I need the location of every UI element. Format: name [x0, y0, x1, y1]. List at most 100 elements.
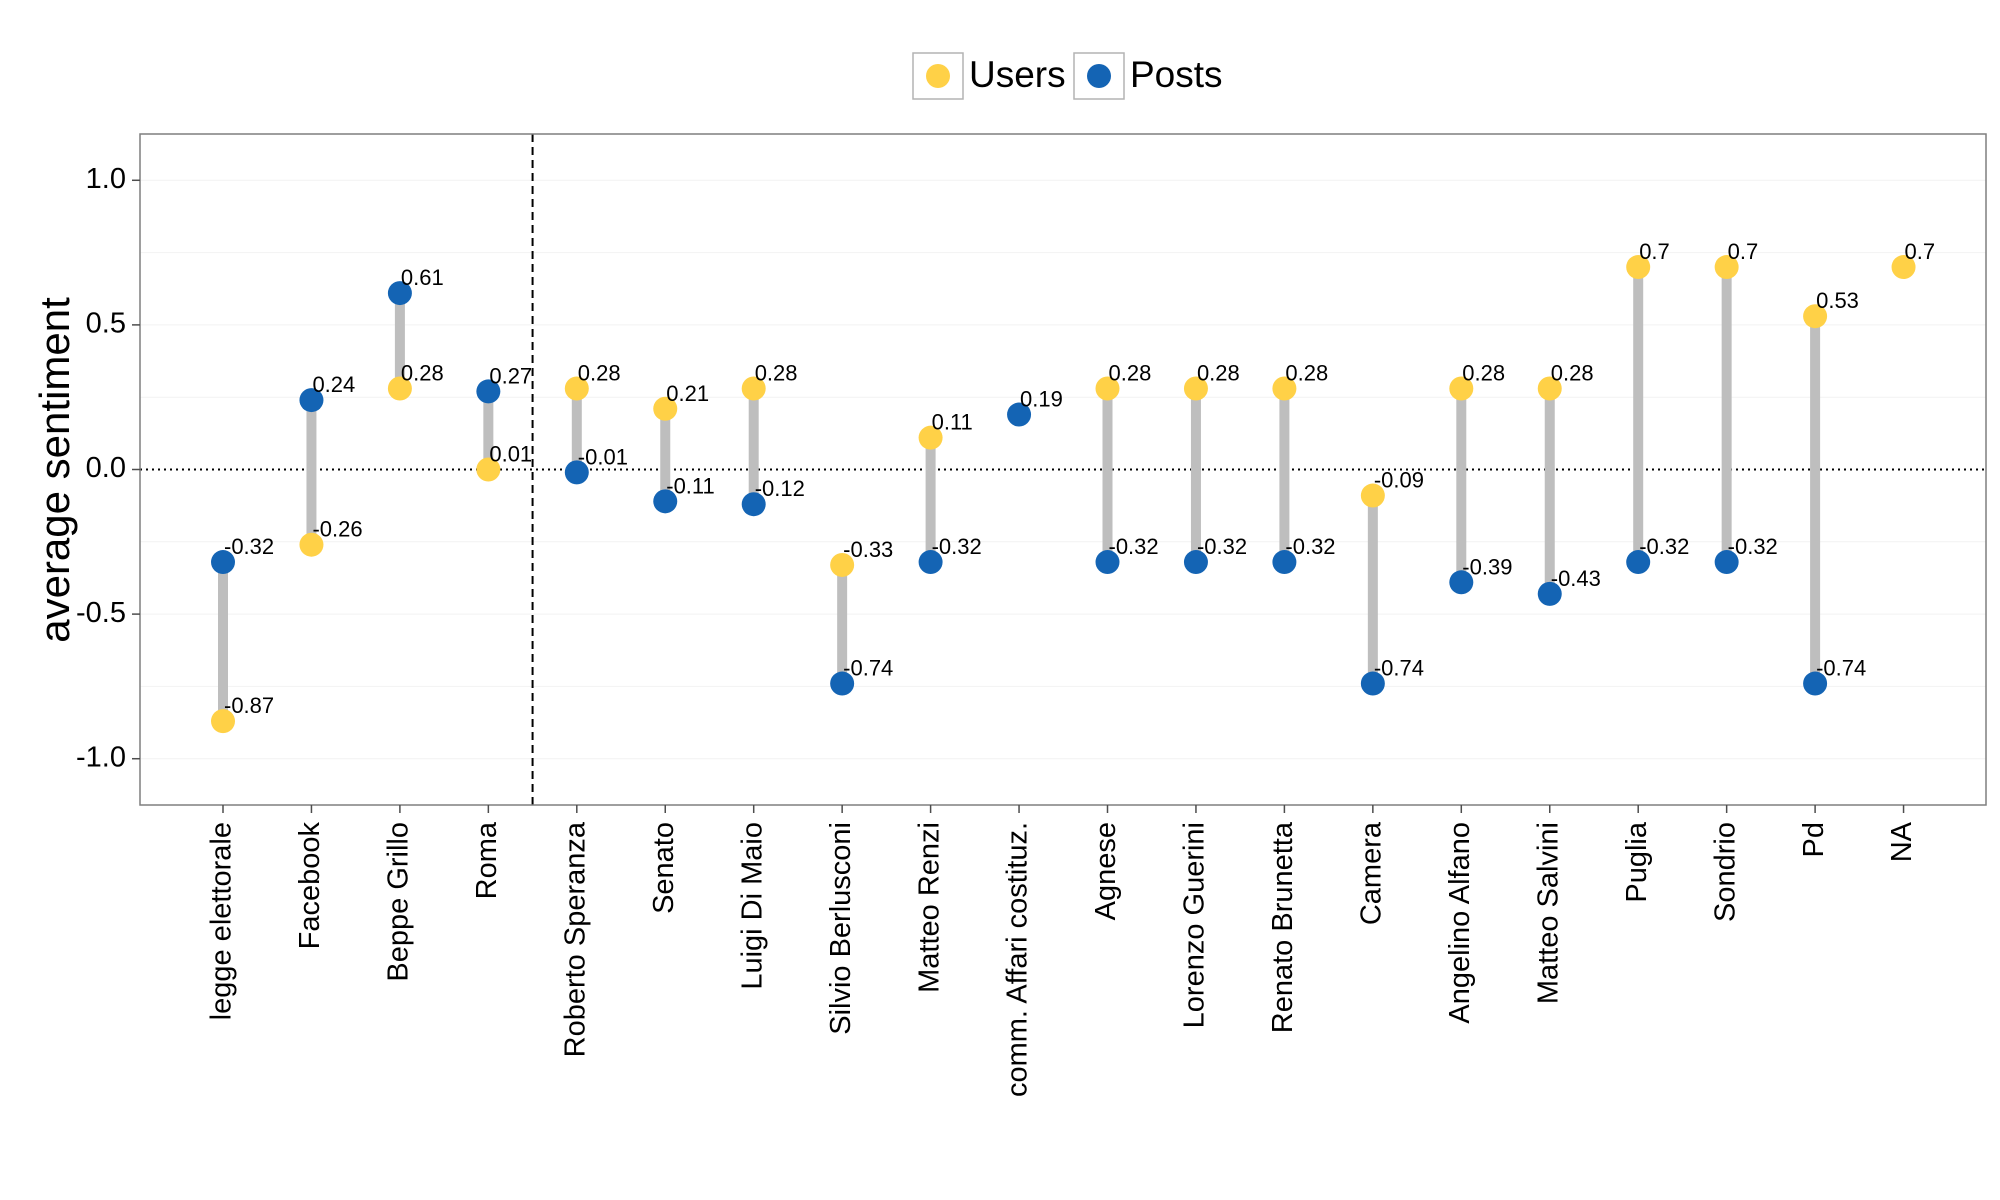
users-value-label: 0.7 — [1905, 239, 1936, 264]
users-point — [1891, 255, 1916, 280]
posts-value-label: -0.32 — [1109, 534, 1159, 559]
legend: Users Posts — [912, 52, 1223, 100]
x-tick-label: Senato — [648, 822, 680, 914]
y-tick-label: 0.5 — [86, 308, 126, 340]
users-point — [299, 532, 324, 557]
x-tick-label: Sondrio — [1709, 822, 1741, 922]
users-point — [564, 376, 589, 401]
users-point — [476, 457, 501, 482]
x-tick-label: Luigi Di Maio — [736, 822, 768, 990]
x-tick-label: Camera — [1356, 821, 1388, 925]
posts-point — [1183, 550, 1208, 575]
x-tick-label: Silvio Berlusconi — [825, 822, 857, 1035]
users-point — [1183, 376, 1208, 401]
x-tick-label: Puglia — [1621, 821, 1653, 902]
posts-point — [1537, 581, 1562, 606]
users-point — [1714, 255, 1739, 280]
posts-point — [1095, 550, 1120, 575]
data-labels: -0.87 -0.26 0.28 0.01 0.28 0.21 0.28 -0.33 0.11 0… — [224, 239, 1935, 718]
posts-value-label: -0.11 — [666, 473, 715, 498]
y-tick-label: -0.5 — [76, 597, 126, 629]
x-tick-label: Matteo Salvini — [1532, 822, 1564, 1004]
users-value-label: 0.28 — [401, 361, 444, 386]
users-value-label: 0.01 — [489, 442, 532, 467]
x-tick-label: comm. Affari costituz. — [1002, 822, 1034, 1097]
users-point — [1626, 255, 1651, 280]
posts-value-label: -0.74 — [843, 656, 893, 681]
posts-value-label: 0.19 — [1020, 387, 1063, 412]
x-tick-label: NA — [1886, 821, 1918, 862]
x-tick-label: legge elettorale — [206, 822, 238, 1020]
users-point — [1803, 304, 1828, 329]
posts-point — [741, 492, 766, 517]
posts-value-label: -0.32 — [224, 534, 274, 559]
posts-point — [1007, 402, 1032, 427]
posts-point — [1449, 570, 1474, 595]
posts-point — [211, 550, 235, 575]
x-tick-label: Roberto Speranza — [559, 821, 591, 1057]
x-tick-label: Roma — [471, 821, 503, 899]
points — [211, 255, 1916, 734]
y-tick-label: -1.0 — [76, 741, 126, 773]
users-point — [1360, 483, 1385, 508]
users-value-label: 0.7 — [1728, 239, 1759, 264]
posts-point — [1360, 671, 1385, 696]
users-value-label: 0.28 — [1462, 361, 1505, 386]
users-value-label: -0.33 — [843, 537, 893, 562]
users-value-label: 0.28 — [1551, 361, 1594, 386]
posts-value-label: -0.12 — [755, 476, 805, 501]
posts-point — [476, 379, 501, 404]
posts-point — [653, 489, 678, 514]
x-tick-label: Facebook — [294, 822, 326, 950]
legend-label-users: Users — [969, 54, 1066, 95]
posts-value-label: -0.43 — [1551, 566, 1601, 591]
posts-point — [299, 388, 324, 413]
y-tick-label: 1.0 — [86, 163, 126, 195]
posts-value-label: 0.61 — [401, 265, 444, 290]
users-point — [830, 552, 855, 577]
users-value-label: -0.26 — [312, 517, 362, 542]
posts-point — [1803, 671, 1828, 696]
posts-value-label: -0.32 — [1639, 534, 1689, 559]
users-point — [918, 425, 943, 450]
x-tick-label: Beppe Grillo — [383, 822, 415, 982]
legend-symbol-users — [926, 64, 950, 88]
posts-value-label: -0.74 — [1374, 656, 1424, 681]
x-tick-label: Agnese — [1090, 822, 1122, 920]
x-tick-label: Pd — [1798, 822, 1830, 857]
segments — [218, 267, 1821, 722]
posts-point — [918, 550, 943, 575]
users-point — [653, 396, 678, 421]
users-value-label: 0.28 — [1109, 361, 1152, 386]
legend-symbol-posts — [1087, 64, 1111, 88]
posts-point — [387, 281, 412, 306]
x-tick-label: Angelino Alfano — [1444, 822, 1476, 1024]
posts-point — [1626, 550, 1651, 575]
posts-point — [830, 671, 855, 696]
users-point — [741, 376, 766, 401]
posts-value-label: -0.32 — [1728, 534, 1778, 559]
grid-lines — [140, 179, 1986, 760]
posts-point — [1272, 550, 1297, 575]
posts-value-label: -0.01 — [578, 444, 628, 469]
users-value-label: 0.53 — [1816, 288, 1859, 313]
users-point — [211, 709, 235, 734]
posts-value-label: -0.32 — [932, 534, 982, 559]
users-value-label: 0.28 — [755, 361, 798, 386]
users-point — [1449, 376, 1474, 401]
posts-value-label: -0.32 — [1285, 534, 1335, 559]
users-value-label: 0.28 — [1197, 361, 1240, 386]
users-point — [1537, 376, 1562, 401]
posts-point — [564, 460, 589, 485]
y-axis-title: average sentiment — [31, 297, 78, 643]
y-tick-label: 0.0 — [86, 452, 126, 484]
users-value-label: 0.28 — [1285, 361, 1328, 386]
reference-lines — [140, 134, 1986, 805]
users-value-label: -0.87 — [224, 693, 274, 718]
users-value-label: 0.21 — [666, 381, 709, 406]
posts-value-label: -0.32 — [1197, 534, 1247, 559]
users-point — [1272, 376, 1297, 401]
x-tick-label: Lorenzo Guerini — [1179, 822, 1211, 1028]
